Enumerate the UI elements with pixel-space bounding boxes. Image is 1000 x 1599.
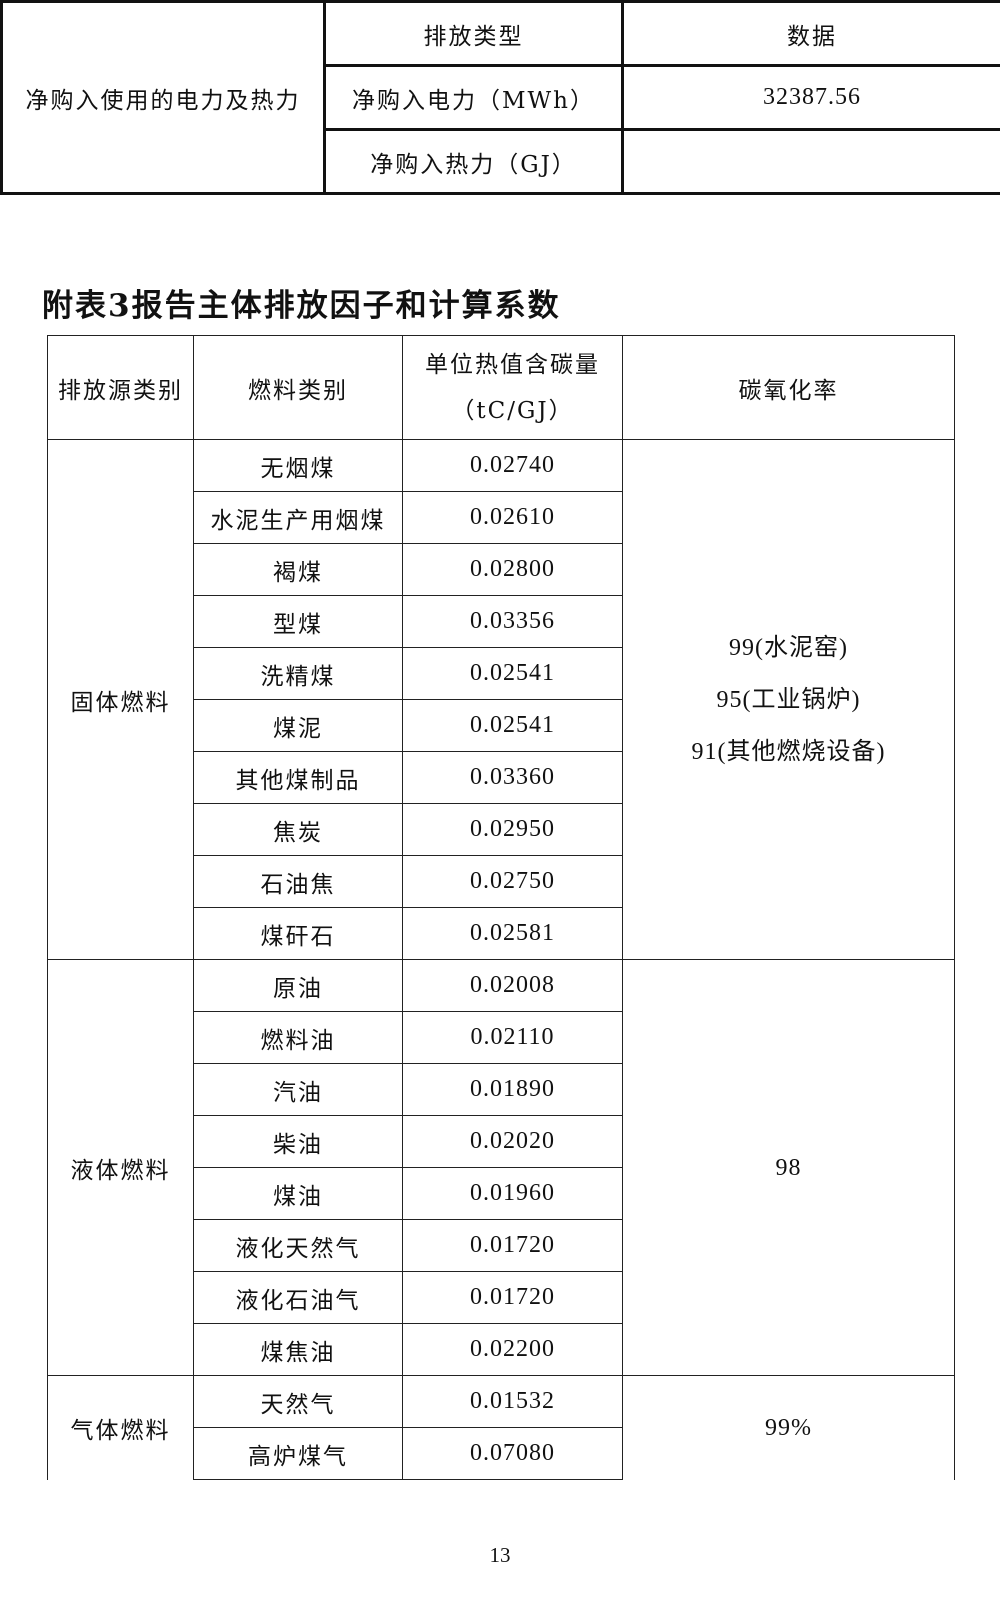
value-cell [621, 128, 1000, 195]
fuel-cell: 煤油 [193, 1167, 403, 1220]
header-type: 排放类型 [323, 0, 624, 67]
table-row: 高炉煤气 0.07080 [48, 1427, 955, 1480]
table-row: 煤矸石 0.02581 [48, 907, 955, 960]
oxidation-rate-line: 91(其他燃烧设备) [691, 738, 886, 765]
table-row: 汽油 0.01890 [48, 1063, 955, 1116]
carbon-content-cell: 0.02020 [402, 1115, 623, 1168]
carbon-content-cell: 0.02008 [402, 959, 623, 1012]
page-number: 13 [489, 1543, 511, 1567]
carbon-content-cell: 0.02110 [402, 1011, 623, 1064]
fuel-cell: 无烟煤 [193, 439, 403, 492]
carbon-content-cell: 0.02541 [402, 699, 623, 752]
table-row: 石油焦 0.02750 [48, 855, 955, 908]
section-title: 附表3报告主体排放因子和计算系数 [42, 288, 561, 324]
oxidation-rate-line: 99(水泥窑) [729, 634, 848, 661]
carbon-content-cell: 0.01720 [402, 1271, 623, 1324]
carbon-content-cell: 0.02950 [402, 803, 623, 856]
table-row: 其他煤制品 0.03360 [48, 751, 955, 804]
table-row: 煤泥 0.02541 [48, 699, 955, 752]
carbon-content-cell: 0.02581 [402, 907, 623, 960]
carbon-content-cell: 0.01960 [402, 1167, 623, 1220]
carbon-content-cell: 0.02610 [402, 491, 623, 544]
table-row: 煤油 0.01960 [48, 1167, 955, 1220]
table-row: 水泥生产用烟煤 0.02610 [48, 491, 955, 544]
fuel-cell: 煤泥 [193, 699, 403, 752]
table-row: 煤焦油 0.02200 [48, 1323, 955, 1376]
fuel-cell: 液化天然气 [193, 1219, 403, 1272]
carbon-content-cell: 0.01890 [402, 1063, 623, 1116]
category-cell: 净购入使用的电力及热力 [0, 0, 326, 195]
oxidation-rate-cell: 98 [622, 959, 955, 1376]
fuel-cell: 煤矸石 [193, 907, 403, 960]
table-row: 液体燃料 原油 0.02008 98 [47, 959, 955, 1376]
table-row: 液化天然气 0.01720 [48, 1219, 955, 1272]
source-category-cell: 液体燃料 [47, 959, 194, 1376]
carbon-content-cell: 0.02750 [402, 855, 623, 908]
table-row: 固体燃料 无烟煤 0.02740 99(水泥窑) 95(工业锅炉) 91(其他燃烧设备) [47, 439, 955, 960]
emission-factor-table: 排放源类别 燃料类别 单位热值含碳量 （tC/GJ） 碳氧化率 固体燃料 无烟煤 0… [47, 335, 955, 1480]
fuel-cell: 洗精煤 [193, 647, 403, 700]
table-row: 焦炭 0.02950 [48, 803, 955, 856]
fuel-cell: 汽油 [193, 1063, 403, 1116]
table-row: 气体燃料 天然气 0.01532 99% [47, 1375, 955, 1480]
carbon-content-cell: 0.02800 [402, 543, 623, 596]
header-carbon-line1: 单位热值含碳量 [425, 351, 600, 378]
carbon-content-cell: 0.07080 [402, 1427, 623, 1480]
source-category-cell: 气体燃料 [47, 1375, 194, 1480]
header-source: 排放源类别 [47, 335, 194, 440]
table-row: 燃料油 0.02110 [48, 1011, 955, 1064]
carbon-content-cell: 0.02740 [402, 439, 623, 492]
oxidation-rate-cell: 99% [622, 1375, 955, 1480]
fuel-cell: 原油 [193, 959, 403, 1012]
oxidation-rate-line: 99% [765, 1414, 812, 1441]
fuel-cell: 燃料油 [193, 1011, 403, 1064]
type-cell: 净购入电力（MWh） [323, 64, 624, 131]
fuel-cell: 石油焦 [193, 855, 403, 908]
fuel-cell: 其他煤制品 [193, 751, 403, 804]
purchased-energy-table: 净购入使用的电力及热力 排放类型 数据 净购入电力（MWh） 32387.56 … [0, 0, 1000, 195]
oxidation-rate-line: 95(工业锅炉) [716, 686, 861, 713]
carbon-content-cell: 0.03360 [402, 751, 623, 804]
fuel-cell: 型煤 [193, 595, 403, 648]
fuel-cell: 煤焦油 [193, 1323, 403, 1376]
header-carbon: 单位热值含碳量 （tC/GJ） [402, 335, 623, 440]
table-row: 柴油 0.02020 [48, 1115, 955, 1168]
fuel-cell: 天然气 [193, 1375, 403, 1428]
source-category-cell: 固体燃料 [47, 439, 194, 960]
table-row: 型煤 0.03356 [48, 595, 955, 648]
header-fuel: 燃料类别 [193, 335, 403, 440]
carbon-content-cell: 0.02541 [402, 647, 623, 700]
value-cell: 32387.56 [621, 64, 1000, 131]
type-cell: 净购入热力（GJ） [323, 128, 624, 195]
carbon-content-cell: 0.01532 [402, 1375, 623, 1428]
fuel-cell: 高炉煤气 [193, 1427, 403, 1480]
carbon-content-cell: 0.03356 [402, 595, 623, 648]
fuel-cell: 焦炭 [193, 803, 403, 856]
oxidation-rate-line: 98 [775, 1154, 802, 1181]
carbon-content-cell: 0.02200 [402, 1323, 623, 1376]
fuel-cell: 柴油 [193, 1115, 403, 1168]
header-oxidation: 碳氧化率 [622, 335, 955, 440]
carbon-content-cell: 0.01720 [402, 1219, 623, 1272]
header-carbon-unit: （tC/GJ） [451, 397, 574, 424]
fuel-cell: 液化石油气 [193, 1271, 403, 1324]
fuel-cell: 褐煤 [193, 543, 403, 596]
oxidation-rate-cell: 99(水泥窑) 95(工业锅炉) 91(其他燃烧设备) [622, 439, 955, 960]
fuel-cell: 水泥生产用烟煤 [193, 491, 403, 544]
header-data: 数据 [621, 0, 1000, 67]
